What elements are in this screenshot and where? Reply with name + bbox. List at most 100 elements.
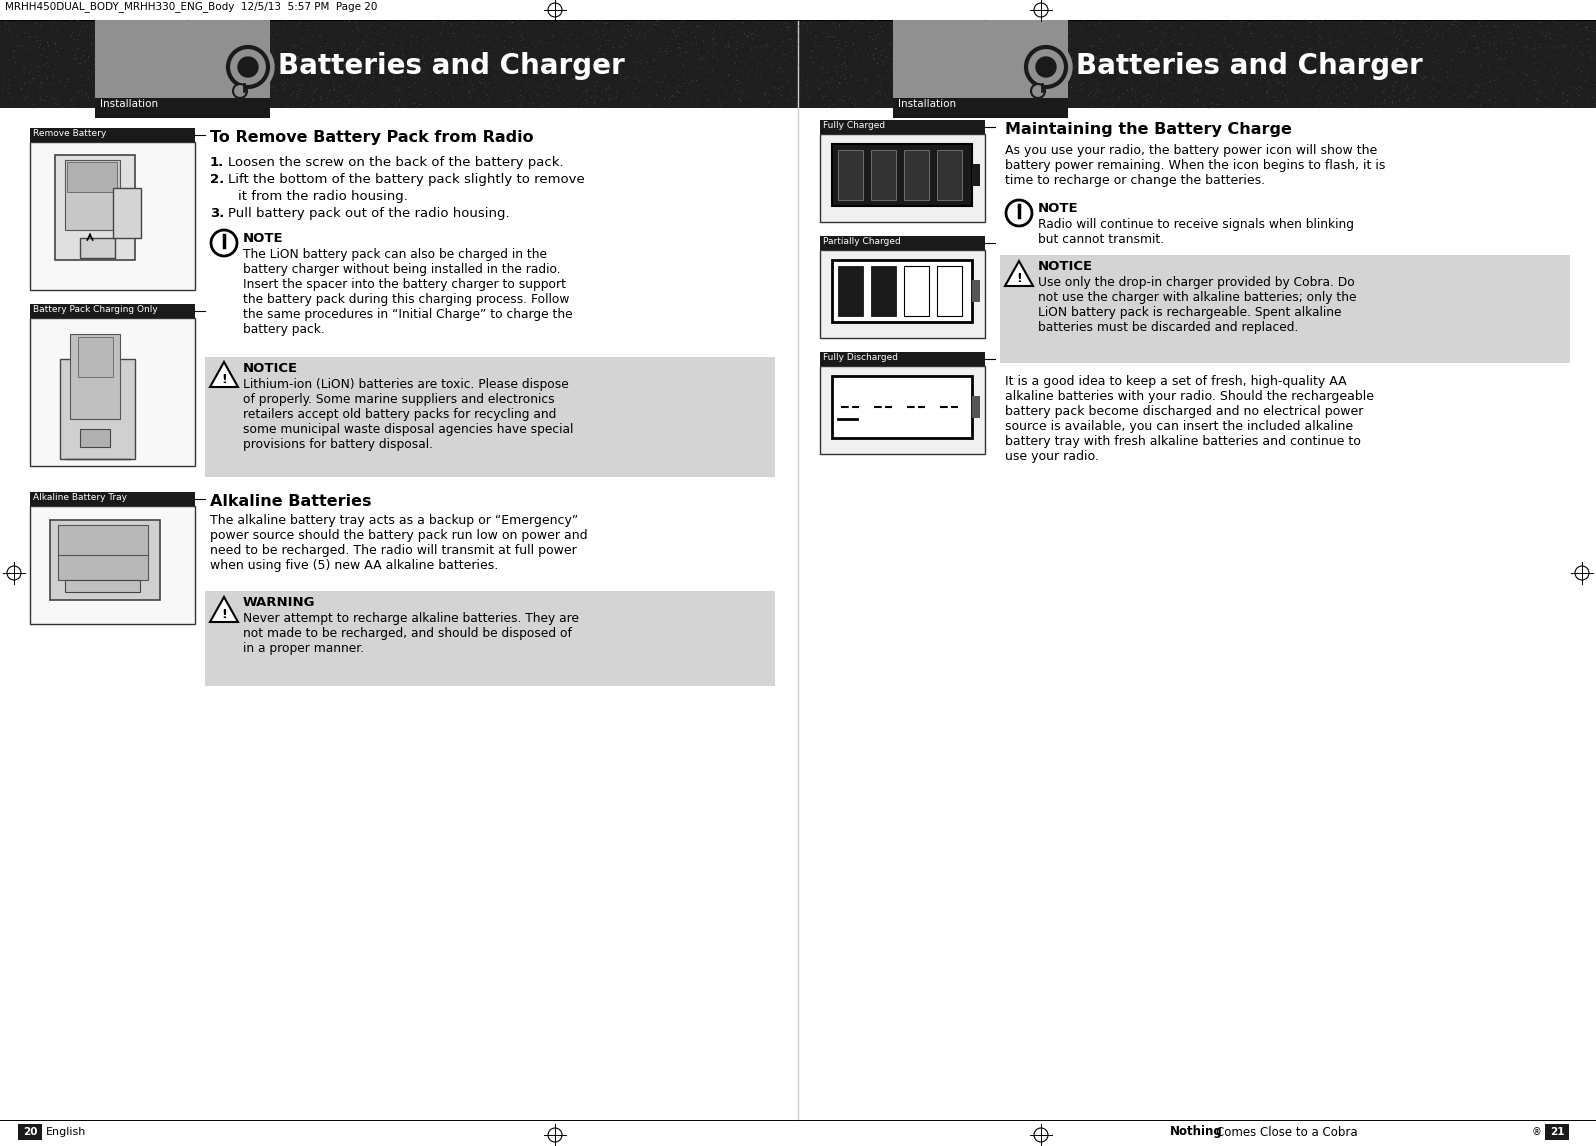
- Point: [412, 54, 437, 72]
- Point: [950, 62, 975, 80]
- Point: [865, 19, 891, 38]
- Point: [6, 29, 32, 47]
- Point: [1002, 36, 1028, 54]
- Point: [30, 80, 56, 99]
- Point: [922, 21, 948, 39]
- Point: [302, 11, 327, 30]
- Point: [940, 23, 966, 41]
- Point: [538, 54, 563, 72]
- Point: [1476, 57, 1502, 76]
- Point: [1515, 65, 1540, 84]
- Point: [1026, 52, 1052, 70]
- Point: [1302, 76, 1328, 94]
- Circle shape: [1020, 41, 1073, 93]
- Point: [803, 34, 828, 53]
- Point: [1186, 65, 1211, 84]
- Point: [136, 52, 161, 70]
- Point: [471, 73, 496, 92]
- Point: [51, 99, 77, 117]
- Point: [1246, 33, 1272, 52]
- Point: [286, 83, 311, 101]
- Point: [969, 23, 994, 41]
- Point: [1044, 66, 1069, 85]
- Point: [1116, 70, 1141, 88]
- Point: [570, 62, 595, 80]
- Point: [530, 65, 555, 84]
- Point: [247, 99, 273, 117]
- Point: [771, 68, 796, 86]
- Point: [878, 99, 903, 117]
- Point: [110, 88, 136, 107]
- Point: [1470, 74, 1495, 93]
- Point: [260, 56, 286, 74]
- Point: [1473, 44, 1499, 62]
- Point: [1492, 71, 1518, 89]
- Point: [1583, 52, 1596, 70]
- Point: [244, 48, 270, 66]
- Point: [62, 95, 88, 113]
- Bar: [80, 238, 115, 258]
- Point: [1408, 53, 1433, 71]
- Point: [474, 68, 500, 86]
- Point: [287, 58, 313, 77]
- Point: [463, 71, 488, 89]
- Point: [294, 84, 319, 102]
- Point: [198, 46, 223, 64]
- Point: [1567, 71, 1593, 89]
- Point: [1221, 13, 1246, 31]
- Point: [1306, 62, 1331, 80]
- Point: [1163, 50, 1189, 69]
- Point: [567, 47, 592, 65]
- Point: [951, 23, 977, 41]
- Point: [1515, 38, 1540, 56]
- Point: [1291, 93, 1317, 111]
- Point: [1275, 65, 1301, 84]
- Point: [1197, 66, 1223, 85]
- Point: [804, 37, 830, 55]
- Point: [780, 53, 806, 71]
- Point: [701, 21, 726, 39]
- Point: [1018, 18, 1044, 37]
- Point: [34, 54, 59, 72]
- Point: [1111, 95, 1136, 113]
- Point: [263, 84, 289, 102]
- Point: [222, 50, 247, 69]
- Point: [1566, 83, 1591, 101]
- Point: [1425, 71, 1451, 89]
- Point: [1087, 33, 1112, 52]
- Point: [1012, 84, 1037, 102]
- Point: [1039, 29, 1065, 47]
- Point: [172, 81, 198, 100]
- Point: [918, 37, 943, 55]
- Point: [431, 15, 456, 33]
- Point: [262, 49, 287, 68]
- Point: [1314, 18, 1339, 37]
- Bar: [204, 591, 776, 686]
- Point: [385, 78, 410, 96]
- Point: [1307, 32, 1333, 50]
- Point: [1235, 61, 1261, 79]
- Point: [1309, 69, 1334, 87]
- Point: [990, 73, 1015, 92]
- Point: [203, 61, 228, 79]
- Point: [346, 71, 372, 89]
- Point: [573, 94, 598, 112]
- Point: [1095, 16, 1120, 34]
- Point: [1577, 47, 1596, 65]
- Point: [179, 14, 204, 32]
- Point: [970, 92, 996, 110]
- Point: [78, 32, 104, 50]
- Point: [734, 37, 760, 55]
- Point: [1159, 23, 1184, 41]
- Point: [6, 70, 32, 88]
- Point: [1159, 69, 1184, 87]
- Point: [932, 16, 958, 34]
- Point: [734, 73, 760, 92]
- Polygon shape: [211, 362, 238, 387]
- Point: [45, 95, 70, 113]
- Point: [1120, 81, 1146, 100]
- Point: [603, 60, 629, 78]
- Point: [1168, 34, 1194, 53]
- Point: [1476, 23, 1502, 41]
- Point: [195, 18, 220, 37]
